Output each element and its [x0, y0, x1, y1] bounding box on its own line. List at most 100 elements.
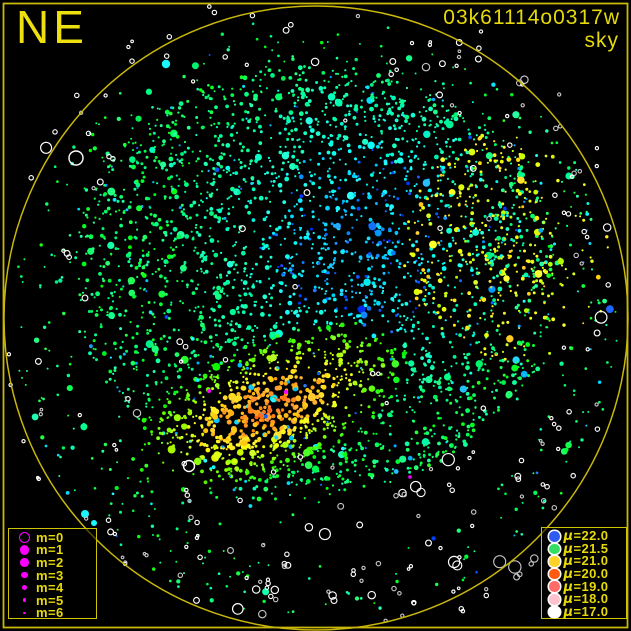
sky-brightness-dot: [425, 96, 428, 99]
sky-brightness-dot: [582, 411, 585, 414]
sky-brightness-dot: [246, 403, 251, 408]
sky-brightness-dot: [210, 469, 213, 472]
sky-brightness-dot: [240, 250, 246, 256]
sky-brightness-dot: [296, 105, 299, 108]
sky-brightness-dot: [551, 272, 554, 275]
sky-brightness-dot: [333, 91, 337, 95]
sky-brightness-dot: [355, 449, 358, 452]
sky-brightness-dot: [158, 420, 162, 423]
sky-brightness-dot: [334, 125, 338, 128]
sky-brightness-dot: [498, 166, 502, 170]
star-ring: [384, 400, 389, 406]
sky-brightness-dot: [176, 436, 179, 439]
sky-brightness-dot: [317, 162, 321, 166]
sky-brightness-dot: [387, 320, 390, 323]
sky-brightness-dot: [277, 182, 283, 188]
sky-brightness-dot: [408, 405, 411, 409]
sky-brightness-dot: [503, 275, 510, 282]
sky-brightness-dot: [152, 534, 154, 536]
sky-brightness-dot: [360, 446, 364, 451]
sky-brightness-dot: [305, 414, 310, 419]
sky-brightness-dot: [256, 381, 260, 385]
sky-brightness-dot: [159, 124, 163, 128]
sky-brightness-dot: [236, 449, 244, 456]
sky-brightness-dot: [440, 332, 445, 336]
sky-brightness-dot: [186, 286, 189, 289]
sky-brightness-dot: [484, 184, 488, 189]
sky-brightness-dot: [40, 435, 45, 440]
star-ring: [408, 564, 414, 569]
sky-brightness-dot: [245, 361, 249, 365]
sky-brightness-dot: [491, 346, 495, 351]
sky-brightness-dot: [490, 351, 493, 354]
sky-brightness-dot: [445, 109, 448, 112]
sky-brightness-dot: [440, 327, 444, 330]
sky-brightness-dot: [380, 132, 383, 135]
sky-brightness-dot: [394, 137, 398, 141]
sky-brightness-dot: [279, 315, 283, 319]
sky-brightness-dot: [170, 301, 173, 304]
sky-brightness-dot: [348, 382, 353, 387]
sky-brightness-dot: [182, 208, 185, 211]
sky-brightness-dot: [225, 414, 230, 420]
sky-brightness-dot: [377, 124, 381, 128]
sky-brightness-dot: [446, 227, 453, 234]
sky-brightness-dot: [251, 78, 255, 82]
sky-brightness-dot: [238, 185, 241, 188]
sky-brightness-dot: [148, 310, 153, 315]
sky-brightness-dot: [465, 365, 470, 371]
sky-brightness-dot: [302, 140, 305, 143]
sky-brightness-dot: [332, 402, 338, 408]
sky-brightness-dot: [193, 397, 196, 400]
sky-brightness-dot: [201, 250, 205, 254]
star-ring: [518, 457, 525, 464]
sky-brightness-dot: [461, 327, 464, 330]
sky-brightness-dot: [218, 347, 222, 351]
sky-brightness-dot: [581, 284, 586, 288]
sky-brightness-dot: [521, 205, 525, 209]
sky-brightness-dot: [236, 348, 239, 351]
magnitude-legend-row: m=6: [13, 606, 94, 619]
sky-brightness-dot: [230, 470, 233, 473]
sky-brightness-dot: [154, 353, 158, 357]
sky-brightness-dot: [289, 338, 292, 341]
sky-brightness-dot: [511, 206, 514, 209]
sky-brightness-dot: [221, 88, 224, 91]
sky-brightness-dot: [317, 461, 321, 464]
sky-brightness-dot: [572, 272, 576, 276]
sky-brightness-dot: [340, 333, 343, 336]
sky-brightness-dot: [293, 310, 297, 315]
sky-brightness-dot: [295, 203, 298, 206]
sky-brightness-dot: [362, 323, 367, 327]
sky-brightness-dot: [307, 577, 311, 580]
sky-brightness-dot: [392, 124, 396, 128]
mu-color-circle-icon: [549, 531, 560, 542]
sky-brightness-dot: [347, 592, 351, 595]
sky-brightness-dot: [263, 244, 268, 249]
sky-brightness-dot: [181, 280, 184, 283]
sky-brightness-dot: [474, 406, 477, 409]
sky-brightness-dot: [424, 235, 427, 238]
sky-brightness-dot: [201, 426, 204, 429]
sky-brightness-dot: [303, 448, 311, 457]
sky-brightness-dot: [186, 146, 190, 150]
sky-brightness-dot: [329, 422, 332, 425]
sky-brightness-dot: [257, 561, 260, 564]
sky-brightness-dot: [60, 276, 64, 279]
sky-brightness-dot: [203, 272, 206, 275]
sky-brightness-dot: [164, 264, 167, 267]
sky-brightness-dot: [292, 428, 296, 432]
sky-brightness-dot: [336, 384, 339, 387]
sky-brightness-dot: [267, 345, 270, 348]
sky-brightness-dot: [252, 129, 256, 133]
sky-brightness-dot: [251, 218, 256, 223]
sky-brightness-dot: [500, 152, 503, 155]
sky-brightness-dot: [391, 171, 395, 175]
sky-brightness-dot: [131, 457, 136, 461]
sky-brightness-dot: [299, 430, 302, 434]
sky-brightness-dot: [145, 290, 148, 293]
sky-brightness-dot: [449, 315, 452, 318]
sky-brightness-dot: [257, 438, 261, 443]
sky-brightness-dot: [288, 295, 292, 299]
sky-brightness-dot: [535, 471, 539, 475]
